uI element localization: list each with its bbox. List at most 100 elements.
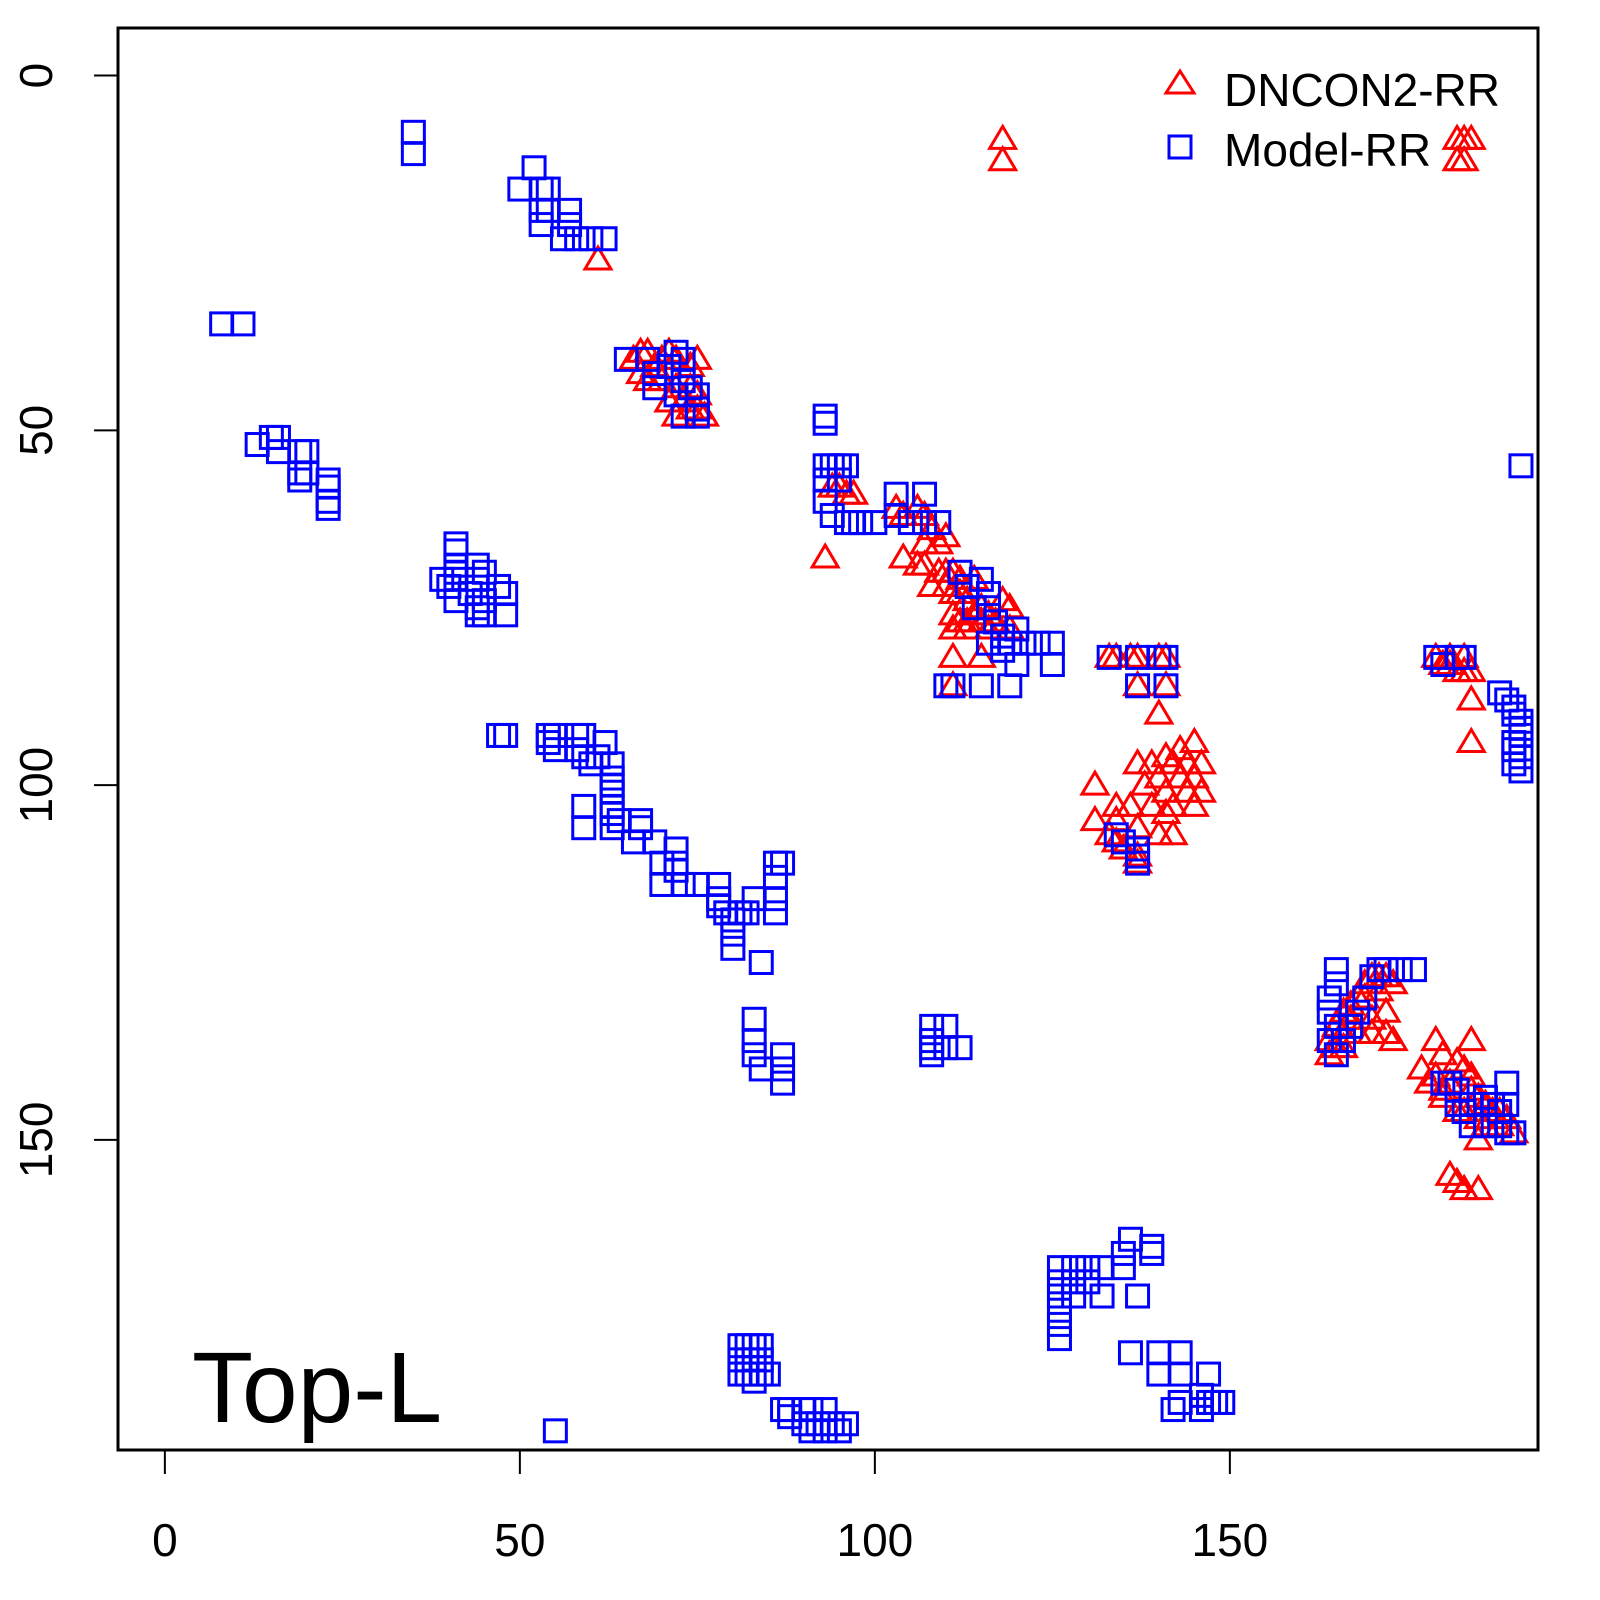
point-model-rr-1 [400,141,426,167]
point-model-rr-94 [1011,630,1037,656]
point-model-rr-222 [1494,1070,1520,1096]
point-dncon2-rr-170 [1455,1024,1487,1052]
point-dncon2-rr-155 [1455,1060,1487,1087]
point-model-rr-44 [812,403,838,429]
point-model-rr-240 [1089,1283,1115,1309]
point-model-rr-176 [919,1042,945,1068]
point-model-rr-227 [1501,1120,1527,1146]
point-dncon2-rr-85 [1136,747,1168,775]
point-dncon2-rr-151 [1420,1024,1452,1052]
point-model-rr-268 [727,1361,753,1387]
point-dncon2-rr-7 [582,244,614,271]
point-model-rr-205 [1345,999,1371,1025]
y-tick-label: 50 [10,405,62,456]
point-dncon2-rr-66 [951,613,983,640]
point-model-rr-235 [1061,1269,1087,1295]
y-tick-label: 0 [10,63,62,89]
point-dncon2-rr-98 [1079,769,1111,796]
point-model-rr-15 [209,311,235,337]
point-model-rr-76 [443,588,469,614]
point-model-rr-137 [663,836,689,862]
point-model-rr-32 [244,432,270,458]
point-model-rr-144 [649,871,675,897]
point-model-rr-60 [883,502,909,528]
point-model-rr-216 [1451,1099,1477,1125]
point-model-rr-107 [1153,644,1179,670]
point-model-rr-54 [833,510,859,536]
point-model-rr-67 [443,559,469,585]
point-model-rr-253 [1167,1389,1193,1415]
point-model-rr-136 [642,829,668,855]
point-model-rr-138 [663,850,689,876]
point-model-rr-80 [464,602,490,628]
point-dncon2-rr-83 [1178,726,1210,754]
point-dncon2-rr-169 [1498,1116,1530,1144]
point-dncon2-rr-4 [1455,123,1487,150]
point-model-rr-161 [1110,829,1136,855]
point-model-rr-139 [649,850,675,876]
point-dncon2-rr-95 [1185,776,1218,803]
point-dncon2-rr-1 [987,144,1019,172]
point-model-rr-125 [599,772,625,798]
point-model-rr-87 [961,595,987,621]
point-model-rr-62 [912,510,938,536]
point-model-rr-241 [1110,1240,1136,1266]
point-model-rr-180 [1487,680,1513,706]
point-model-rr-11 [549,226,575,252]
point-model-rr-191 [1508,758,1534,784]
point-model-rr-117 [535,730,561,756]
point-model-rr-237 [1075,1255,1101,1281]
point-model-rr-255 [1196,1389,1222,1415]
point-dncon2-rr-42 [887,542,919,569]
point-model-rr-182 [1501,694,1527,720]
point-model-rr-51 [826,467,852,493]
point-model-rr-113 [542,722,568,748]
legend-marker-model-rr [1167,134,1193,160]
point-model-rr-199 [1316,999,1342,1025]
point-dncon2-rr-165 [1448,1095,1480,1123]
point-model-rr-267 [748,1347,774,1373]
point-model-rr-127 [599,793,625,819]
point-model-rr-65 [443,538,469,564]
point-model-rr-35 [287,439,313,465]
point-model-rr-190 [1501,751,1527,777]
point-model-rr-14 [592,226,618,252]
point-model-rr-197 [1323,971,1349,997]
point-dncon2-rr-120 [1448,641,1480,668]
point-dncon2-rr-145 [1377,1024,1409,1052]
point-model-rr-56 [848,510,874,536]
point-model-rr-177 [933,1035,959,1061]
point-model-rr-69 [471,559,497,585]
point-model-rr-159 [748,950,774,976]
point-dncon2-rr-103 [1079,804,1111,832]
point-dncon2-rr-53 [958,563,990,590]
point-model-rr-239 [1089,1255,1115,1281]
point-model-rr-115 [571,722,597,748]
plot-frame [116,26,1540,1452]
point-model-rr-188 [1501,737,1527,763]
point-model-rr-209 [1373,957,1399,983]
point-dncon2-rr-102 [1150,797,1182,825]
point-model-rr-0 [400,119,426,145]
point-model-rr-266 [741,1347,767,1373]
point-model-rr-236 [1061,1283,1087,1309]
point-model-rr-43 [315,495,341,521]
point-model-rr-215 [1444,1091,1470,1117]
y-tick-label: 150 [10,1102,62,1179]
point-model-rr-5 [535,176,561,202]
point-dncon2-rr-69 [937,641,969,668]
point-model-rr-82 [493,602,519,628]
point-model-rr-19 [642,361,668,387]
point-model-rr-259 [1210,1389,1236,1415]
point-model-rr-128 [599,801,625,827]
point-model-rr-141 [670,871,696,897]
point-model-rr-223 [1458,1113,1484,1139]
point-model-rr-257 [1160,1397,1186,1423]
point-model-rr-71 [443,566,469,592]
point-dncon2-rr-27 [688,400,721,427]
point-model-rr-112 [535,722,561,748]
point-model-rr-228 [1046,1255,1072,1281]
point-dncon2-rr-121 [1455,684,1487,711]
point-model-rr-66 [443,552,469,578]
